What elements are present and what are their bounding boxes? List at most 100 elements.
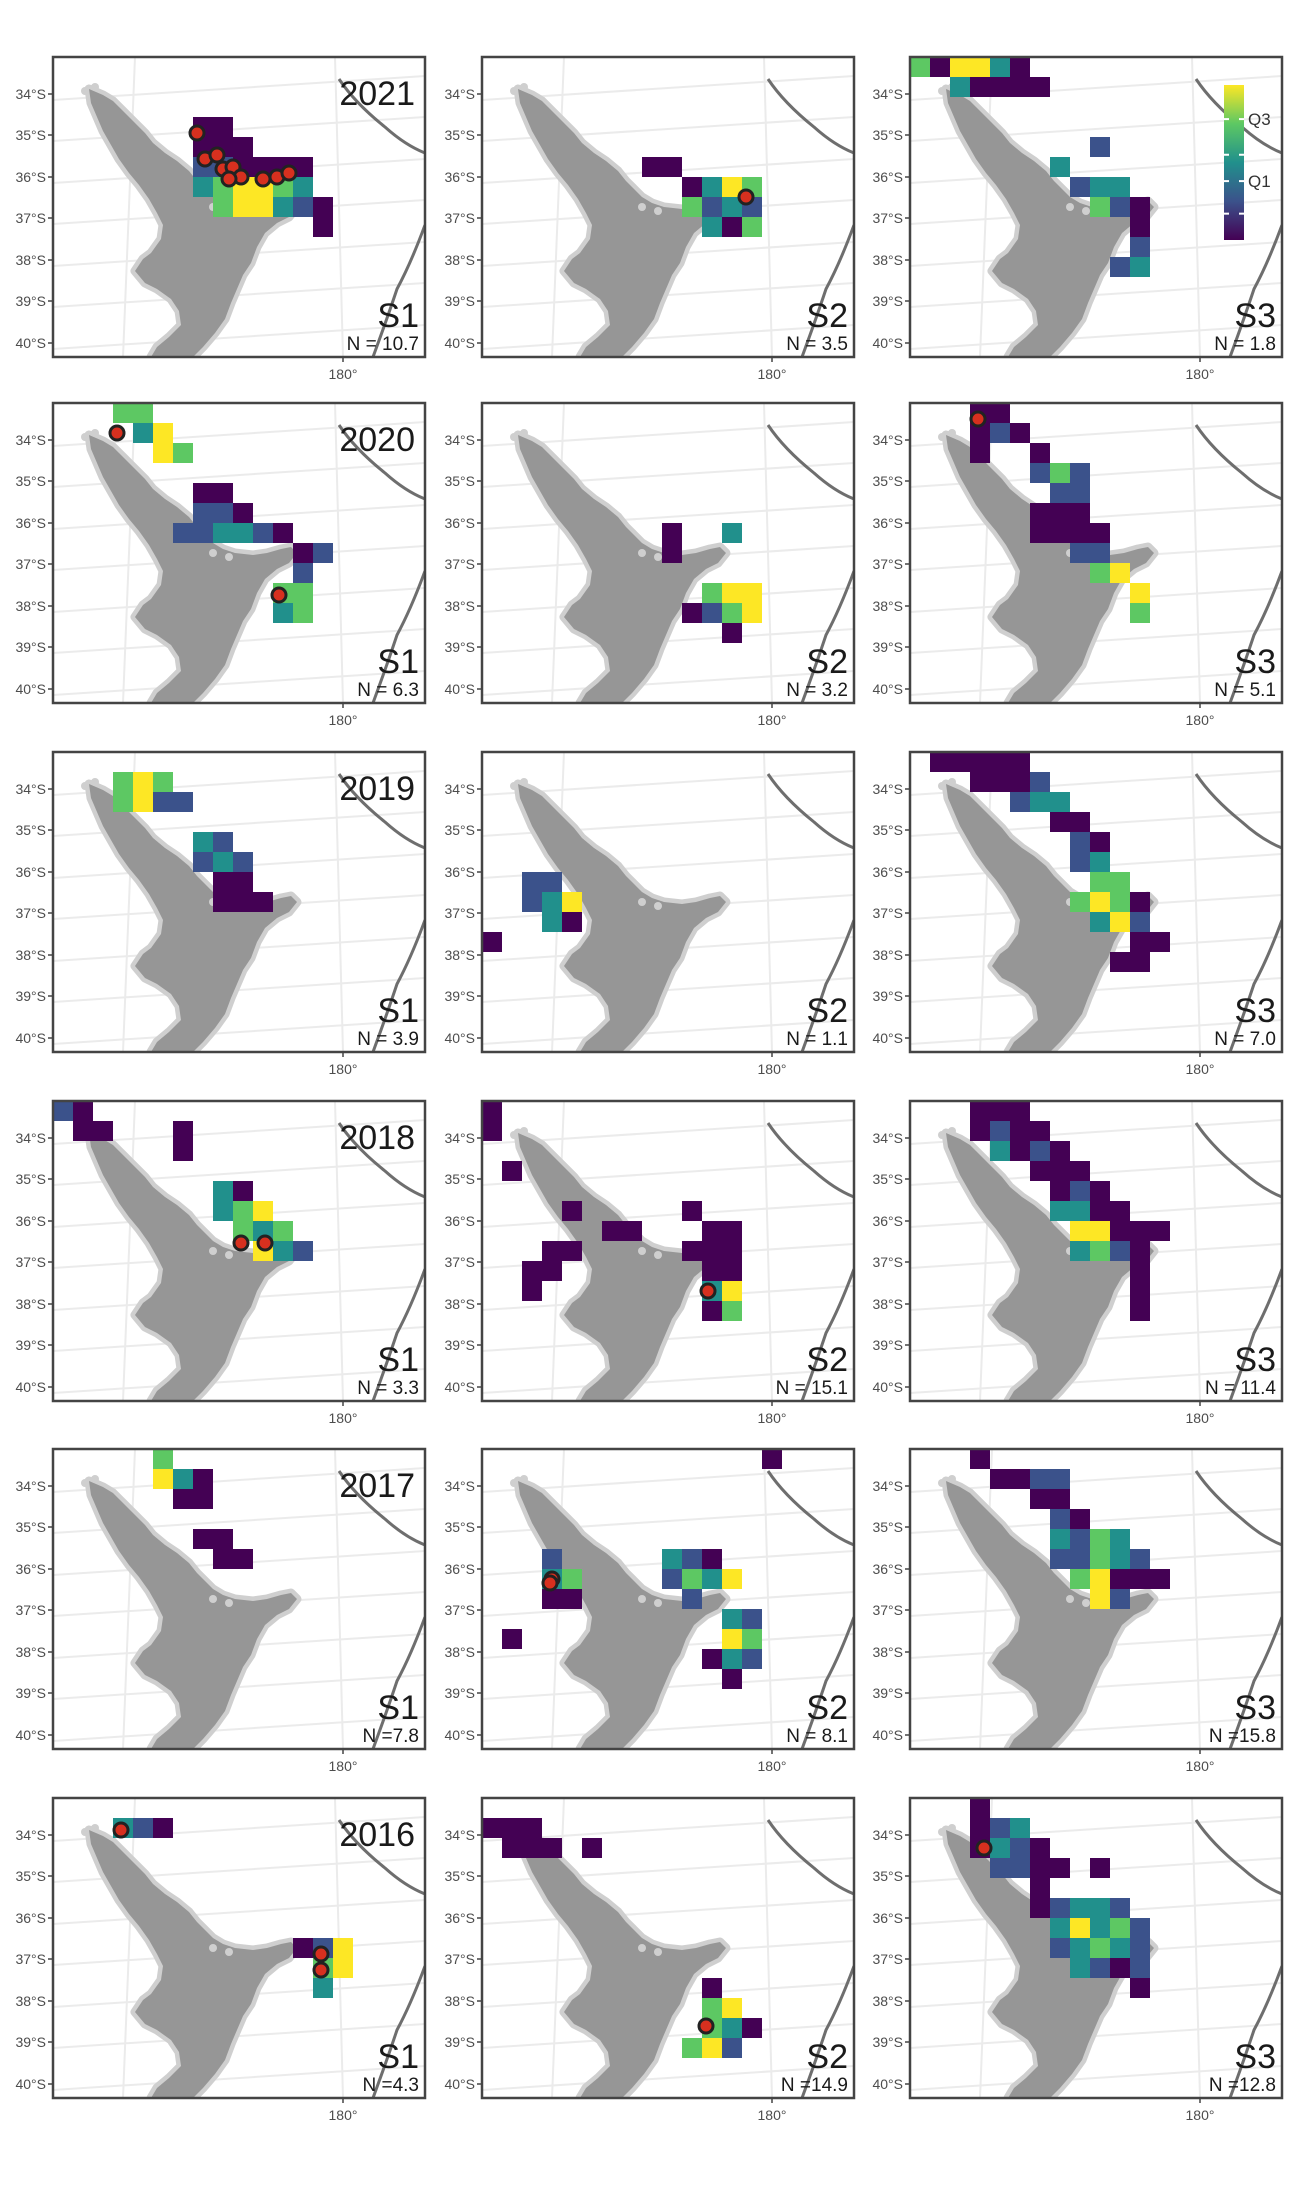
density-cell (1130, 1281, 1150, 1301)
lat-tick-label: 37°S (872, 1602, 903, 1618)
map-panel-r3-s3: 34°S 35°S 36°S 37°S 38°S 39°S 40°S 180° S3 N = 11… (872, 1099, 1284, 1426)
density-cell (1090, 912, 1110, 932)
density-cell (1010, 1858, 1030, 1878)
panel-frame (51, 1447, 427, 1751)
panel-frame (908, 750, 1284, 1054)
density-cell (522, 1818, 542, 1838)
density-cell (682, 1589, 702, 1609)
density-cell (970, 57, 990, 77)
sample-size-label: N = 10.7 (347, 334, 419, 355)
density-cell (1010, 1101, 1030, 1121)
lat-tick-label: 39°S (872, 988, 903, 1004)
lat-tick-label: 40°S (872, 2076, 903, 2092)
sample-size-label: N =14.9 (781, 2075, 848, 2096)
bathymetry-contour (1194, 1470, 1282, 1749)
density-cell (233, 197, 253, 217)
density-cell (722, 623, 742, 643)
lat-tick-label: 40°S (15, 1727, 46, 1743)
density-cell (1090, 1529, 1110, 1549)
lat-tick-label: 40°S (15, 681, 46, 697)
lat-tick-label: 37°S (872, 1951, 903, 1967)
density-cell (1070, 463, 1090, 483)
density-cell (1050, 1938, 1070, 1958)
density-cell (1090, 1918, 1110, 1938)
density-cell (73, 1101, 93, 1121)
density-cell (1130, 1241, 1150, 1261)
lat-tick-label: 38°S (872, 252, 903, 268)
lat-tick-label: 36°S (15, 1561, 46, 1577)
sighting-point (699, 1282, 717, 1300)
density-cell (173, 1489, 193, 1509)
lat-tick-label: 40°S (444, 335, 475, 351)
sample-size-label: N = 3.5 (786, 334, 848, 355)
lat-tick-label: 37°S (15, 905, 46, 921)
density-cell (702, 1569, 722, 1589)
density-cell (1050, 463, 1070, 483)
map-panel-r2-s3: 34°S 35°S 36°S 37°S 38°S 39°S 40°S 180° S3 N = 7.… (872, 750, 1284, 1077)
density-cell (562, 1241, 582, 1261)
lat-tick-label: 38°S (444, 947, 475, 963)
lon-tick-label: 180° (1186, 1758, 1215, 1774)
density-cell (522, 892, 542, 912)
density-cell (1030, 1161, 1050, 1181)
density-cell (722, 1609, 742, 1629)
map-svg: 34°S 35°S 36°S 37°S 38°S 39°S 40°S 180° S3N = 7.… (872, 750, 1284, 1077)
sample-size-label: N = 3.2 (786, 680, 848, 701)
bathymetry-contour (766, 773, 854, 1052)
density-cell (1130, 217, 1150, 237)
north-island-land (518, 1133, 726, 1401)
density-cell (173, 1121, 193, 1141)
density-cell (722, 1261, 742, 1281)
sample-size-label: N = 15.1 (776, 1378, 848, 1399)
density-cell (642, 157, 662, 177)
density-cell (293, 177, 313, 197)
lat-tick-label: 36°S (15, 1213, 46, 1229)
density-cell (1110, 1898, 1130, 1918)
density-cell (702, 603, 722, 623)
panel-frame (480, 55, 856, 359)
sample-size-label: N = 11.4 (1205, 1378, 1276, 1399)
density-cell (970, 77, 990, 97)
season-label: S3 (1234, 297, 1276, 335)
lat-tick-label: 37°S (444, 210, 475, 226)
panel-frame (51, 1796, 427, 2100)
lat-tick-label: 37°S (872, 556, 903, 572)
lat-tick-label: 39°S (15, 2034, 46, 2050)
lat-tick-label: 39°S (15, 988, 46, 1004)
density-cell (1150, 932, 1170, 952)
density-cell (293, 563, 313, 583)
density-cell (1010, 1838, 1030, 1858)
lat-tick-label: 38°S (444, 1644, 475, 1660)
sighting-point (975, 1839, 993, 1857)
density-cell (173, 792, 193, 812)
density-cell (153, 1818, 173, 1838)
density-cell (682, 1569, 702, 1589)
density-cell (1130, 1549, 1150, 1569)
density-cell (970, 423, 990, 443)
north-island-land (89, 1481, 297, 1749)
map-panel-2016-s1: 34°S 35°S 36°S 37°S 38°S 39°S 40°S 180° 2016 S1 N … (15, 1796, 427, 2123)
bathymetry-contour (766, 424, 854, 703)
density-cell (682, 1549, 702, 1569)
density-cell (682, 197, 702, 217)
density-cell (702, 2038, 722, 2058)
bathymetry-contour (337, 424, 425, 703)
lat-tick-label: 35°S (444, 127, 475, 143)
sample-size-label: N = 3.3 (357, 1378, 419, 1399)
lat-tick-label: 34°S (872, 432, 903, 448)
lon-tick-label: 180° (758, 2107, 787, 2123)
lat-tick-label: 39°S (444, 1337, 475, 1353)
density-cell (562, 1201, 582, 1221)
density-cell (1110, 872, 1130, 892)
density-cell (1030, 503, 1050, 523)
density-cell (113, 403, 133, 423)
density-cell (1050, 483, 1070, 503)
lat-tick-label: 35°S (444, 1519, 475, 1535)
lat-tick-label: 38°S (872, 1296, 903, 1312)
map-svg: 34°S 35°S 36°S 37°S 38°S 39°S 40°S 180° S2N = 3.… (444, 401, 856, 728)
density-cell (1070, 1509, 1090, 1529)
density-cell (1030, 1469, 1050, 1489)
density-cell (702, 217, 722, 237)
lat-tick-label: 36°S (872, 1561, 903, 1577)
